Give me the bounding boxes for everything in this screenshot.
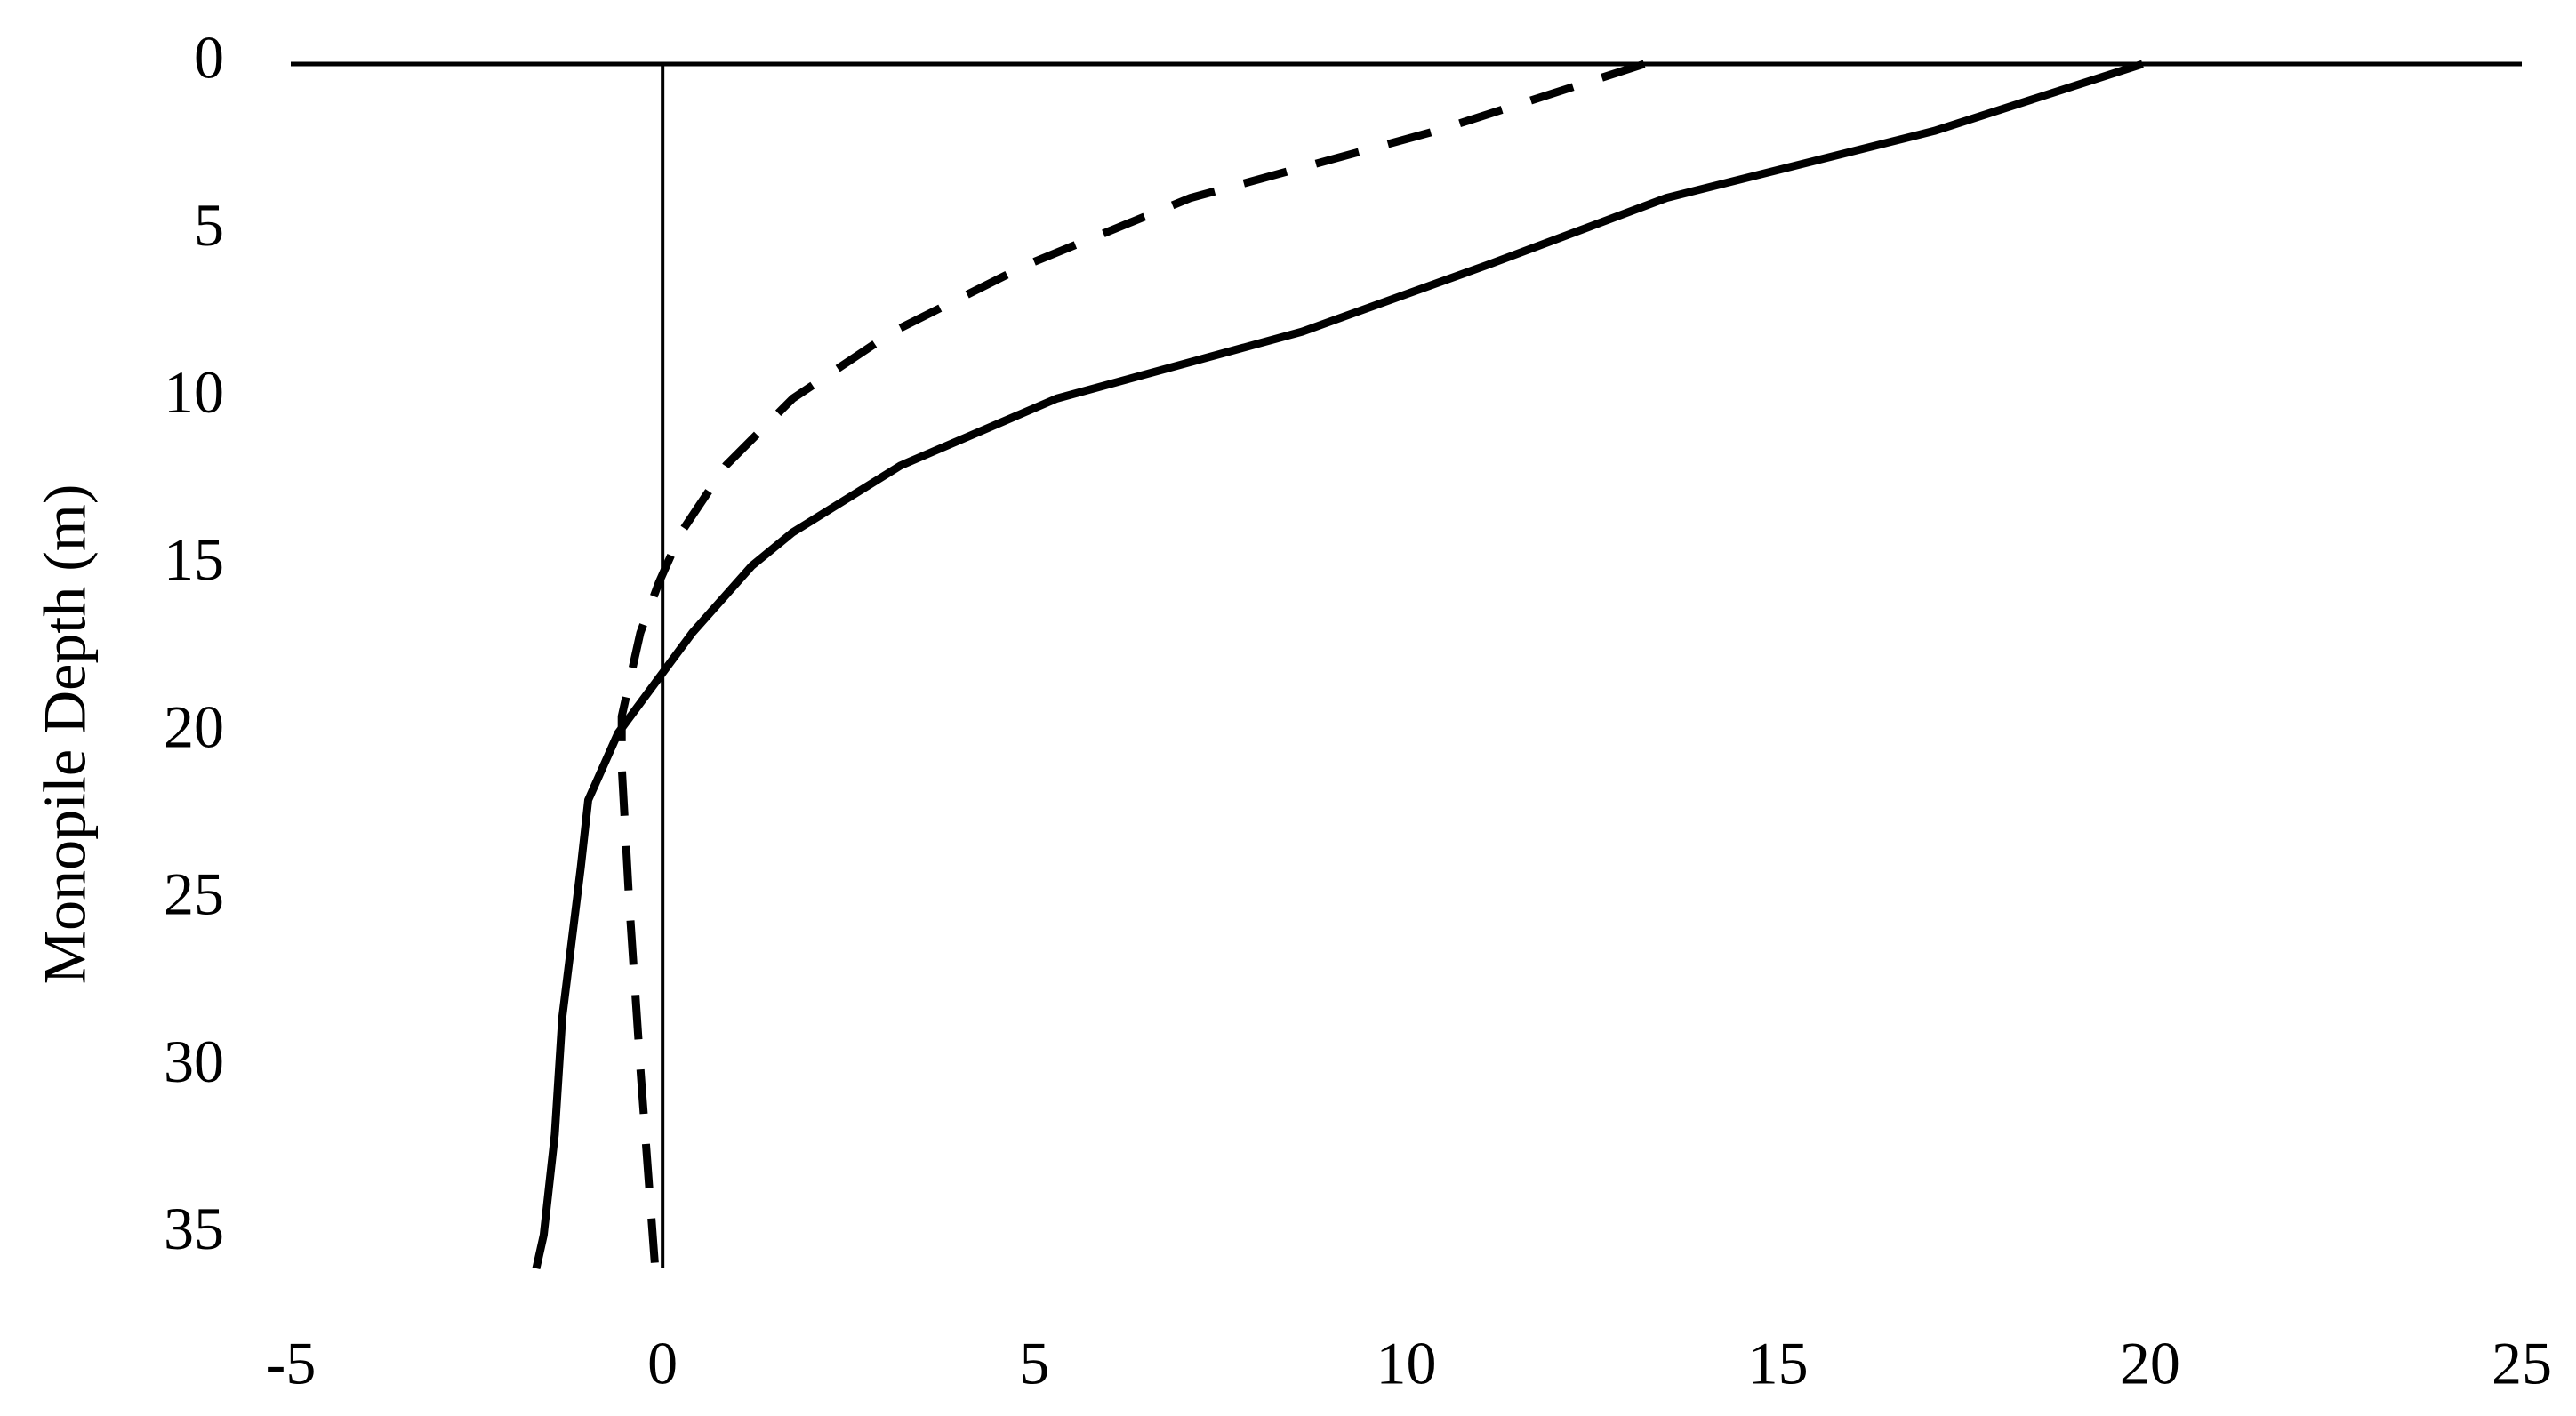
x-tick-label: 10 [1376,1330,1437,1397]
y-tick-label: 0 [194,24,224,92]
y-tick-label: 25 [164,860,224,928]
y-tick-label: 15 [164,525,224,593]
x-tick-label: 20 [2120,1330,2180,1397]
y-tick-label: 20 [164,692,224,760]
x-tick-label: -5 [266,1330,317,1397]
x-tick-label: 5 [1019,1330,1049,1397]
solid-line [532,60,2144,1269]
dashed-line [617,60,1646,1269]
y-tick-label: 30 [164,1028,224,1095]
y-tick-label: 10 [164,358,224,426]
x-tick-label: 0 [647,1330,678,1397]
x-tick-label: 25 [2492,1330,2552,1397]
y-axis-title: Monopile Depth (m) [31,484,99,985]
y-tick-label: 35 [164,1195,224,1262]
y-tick-label: 5 [194,191,224,259]
x-tick-label: 15 [1748,1330,1809,1397]
